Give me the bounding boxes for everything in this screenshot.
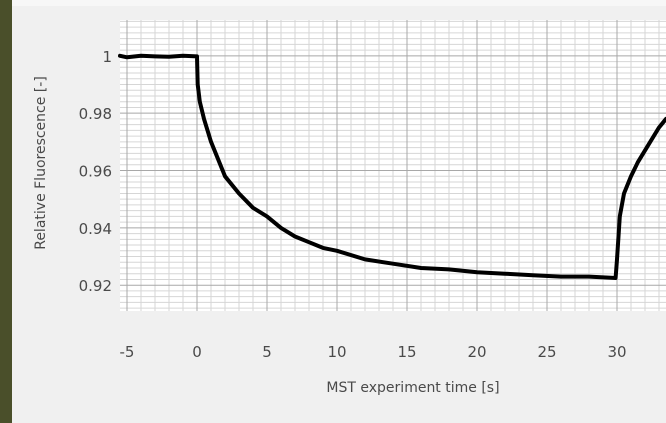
window-left-border bbox=[0, 0, 12, 423]
y-tick-label: 0.98 bbox=[79, 105, 112, 123]
y-axis-title: Relative Fluorescence [-] bbox=[33, 76, 49, 250]
x-tick-label: 15 bbox=[397, 343, 416, 361]
y-axis-ticks: 0.92 0.94 0.96 0.98 1 bbox=[79, 48, 112, 295]
x-axis-ticks: -50510152025303 bbox=[120, 343, 627, 361]
x-tick-label: 5 bbox=[262, 343, 272, 361]
window-top-strip bbox=[12, 0, 666, 6]
y-tick-label: 1 bbox=[102, 48, 112, 66]
fluorescence-trace-line bbox=[118, 53, 666, 280]
x-tick-label: 25 bbox=[537, 343, 556, 361]
x-axis-title: MST experiment time [s] bbox=[326, 380, 499, 396]
x-tick-label: 30 bbox=[607, 343, 626, 361]
y-tick-label: 0.96 bbox=[79, 163, 112, 181]
major-gridlines bbox=[120, 20, 666, 311]
minor-gridlines bbox=[120, 20, 666, 311]
y-tick-label: 0.92 bbox=[79, 277, 112, 295]
series-layer bbox=[118, 53, 666, 280]
x-tick-label: 0 bbox=[192, 343, 202, 361]
x-tick-label: 10 bbox=[327, 343, 346, 361]
x-tick-label: -5 bbox=[120, 343, 135, 361]
y-tick-label: 0.94 bbox=[79, 220, 112, 238]
x-tick-label: 20 bbox=[467, 343, 486, 361]
